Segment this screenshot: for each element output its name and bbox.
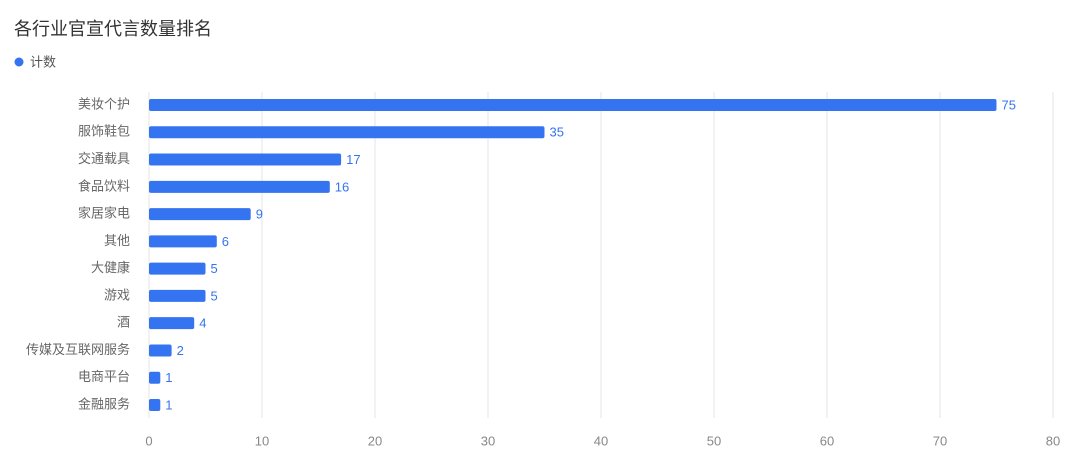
value-label: 17 xyxy=(346,152,360,167)
y-tick-label: 其他 xyxy=(104,233,130,248)
legend-marker xyxy=(14,57,24,67)
chart-title: 各行业官宣代言数量排名 xyxy=(14,19,212,39)
value-label: 1 xyxy=(165,397,172,412)
x-tick-label: 40 xyxy=(594,433,608,448)
x-tick-label: 30 xyxy=(481,433,495,448)
bar xyxy=(149,208,251,221)
bar xyxy=(149,180,330,193)
value-label: 1 xyxy=(165,370,172,385)
bar xyxy=(149,371,161,384)
value-label: 5 xyxy=(211,261,218,276)
y-tick-label: 传媒及互联网服务 xyxy=(26,342,130,357)
y-tick-label: 美妆个护 xyxy=(78,96,130,111)
y-tick-label: 食品饮料 xyxy=(78,178,130,193)
value-label: 2 xyxy=(177,343,184,358)
y-tick-label: 家居家电 xyxy=(78,206,130,221)
bar xyxy=(149,344,172,357)
x-tick-label: 50 xyxy=(707,433,721,448)
bar xyxy=(149,289,206,302)
value-label: 16 xyxy=(335,179,349,194)
x-tick-label: 20 xyxy=(368,433,382,448)
value-label: 9 xyxy=(256,207,263,222)
bar xyxy=(149,153,342,166)
bar xyxy=(149,99,997,111)
value-label: 75 xyxy=(1002,97,1016,112)
bar xyxy=(149,126,545,139)
y-tick-label: 服饰鞋包 xyxy=(78,124,130,139)
bar xyxy=(149,235,217,248)
value-label: 6 xyxy=(222,234,229,249)
x-tick-label: 60 xyxy=(820,433,834,448)
x-tick-label: 0 xyxy=(145,433,152,448)
y-tick-label: 交通载具 xyxy=(78,151,130,166)
bar xyxy=(149,317,195,330)
bar xyxy=(149,262,206,275)
bar xyxy=(149,399,161,411)
x-tick-label: 80 xyxy=(1046,433,1060,448)
x-tick-label: 70 xyxy=(933,433,947,448)
value-label: 4 xyxy=(199,316,206,331)
y-tick-label: 酒 xyxy=(117,315,130,330)
value-label: 5 xyxy=(211,288,218,303)
legend-label[interactable]: 计数 xyxy=(30,54,56,69)
y-tick-label: 大健康 xyxy=(91,260,130,275)
y-tick-label: 游戏 xyxy=(104,287,130,302)
y-tick-label: 金融服务 xyxy=(78,396,130,411)
x-tick-label: 10 xyxy=(255,433,269,448)
y-tick-label: 电商平台 xyxy=(78,369,130,384)
value-label: 35 xyxy=(550,125,564,140)
